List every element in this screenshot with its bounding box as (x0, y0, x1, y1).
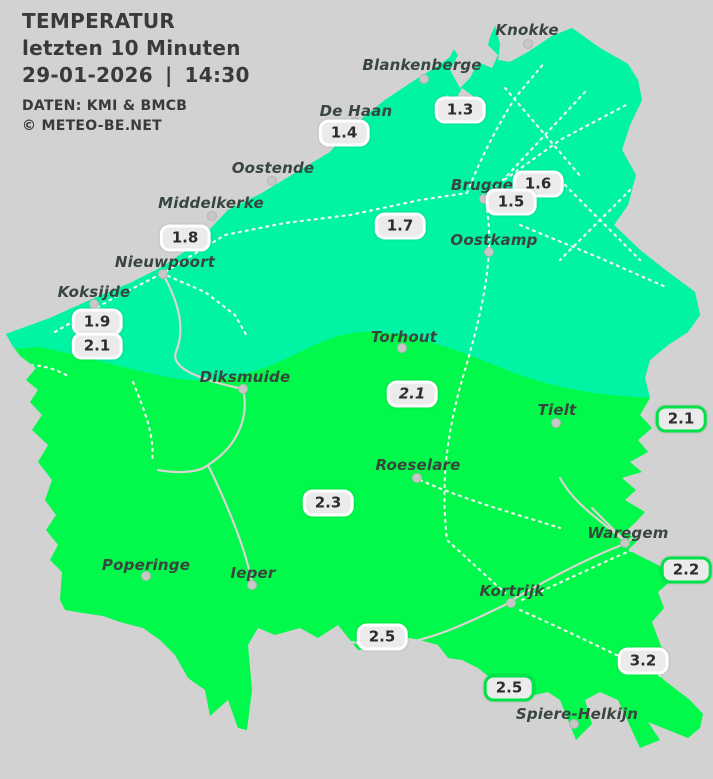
city-label-torhout: Torhout (370, 328, 438, 346)
temp-badge-2-2: 2.2 (660, 556, 712, 584)
city-marker-torhout (397, 343, 407, 353)
city-label-roeselare: Roeselare (375, 456, 461, 474)
city-label-kortrijk: Kortrijk (479, 582, 545, 600)
city-label-spiere-helkijn: Spiere-Helkijn (515, 705, 639, 723)
city-marker-roeselare (412, 473, 422, 483)
city-marker-spiere-helkijn (569, 719, 579, 729)
city-label-tielt: Tielt (537, 401, 577, 419)
city-label-waregem: Waregem (587, 524, 669, 542)
city-marker-knokke (523, 39, 533, 49)
temp-badge-2-1-center: 2.1 (386, 380, 438, 408)
city-marker-blankenberge (419, 74, 429, 84)
city-marker-kortrijk (506, 598, 516, 608)
city-label-blankenberge: Blankenberge (362, 56, 482, 74)
city-marker-oostkamp (484, 247, 494, 257)
temp-badge-2-5-south: 2.5 (483, 674, 535, 702)
time: 14:30 (184, 63, 250, 87)
city-marker-diksmuide (238, 384, 248, 394)
city-marker-ieper (247, 580, 257, 590)
city-label-ieper: Ieper (230, 564, 276, 582)
city-label-de-haan: De Haan (319, 102, 393, 120)
datetime-separator: | (164, 63, 173, 87)
city-marker-nieuwpoort (158, 269, 168, 279)
city-marker-waregem (620, 538, 630, 548)
river-lines (156, 272, 662, 648)
datetime: 29-01-2026 | 14:30 (22, 62, 250, 89)
temp-badge-1-3: 1.3 (434, 96, 486, 124)
city-marker-poperinge (141, 571, 151, 581)
temp-badge-1-8: 1.8 (159, 224, 211, 252)
city-marker-tielt (551, 418, 561, 428)
date: 29-01-2026 (22, 63, 153, 87)
temp-badge-2-1-west: 2.1 (71, 332, 123, 360)
city-label-knokke: Knokke (495, 21, 559, 39)
temp-badge-1-7: 1.7 (374, 212, 426, 240)
temp-badge-2-3: 2.3 (302, 489, 354, 517)
city-label-diksmuide: Diksmuide (199, 368, 291, 386)
city-label-oostende: Oostende (231, 159, 315, 177)
temp-badge-2-5-west: 2.5 (356, 623, 408, 651)
page-subtitle: letzten 10 Minuten (22, 36, 241, 60)
header: TEMPERATUR letzten 10 Minuten 29-01-2026… (22, 8, 250, 136)
city-marker-middelkerke (207, 211, 217, 221)
temp-badge-1-9: 1.9 (71, 308, 123, 336)
temp-badge-3-2: 3.2 (617, 647, 669, 675)
temp-badge-1-5: 1.5 (485, 188, 537, 216)
city-label-middelkerke: Middelkerke (158, 194, 264, 212)
city-label-nieuwpoort: Nieuwpoort (114, 253, 216, 271)
city-label-poperinge: Poperinge (101, 556, 191, 574)
temp-badge-2-1-east: 2.1 (655, 405, 707, 433)
city-marker-oostende (267, 176, 277, 186)
city-label-koksijde: Koksijde (57, 283, 131, 301)
page-title: TEMPERATUR (22, 9, 176, 33)
city-label-oostkamp: Oostkamp (450, 231, 538, 249)
temp-badge-1-6: 1.6 (512, 170, 564, 198)
temp-badge-1-4: 1.4 (318, 119, 370, 147)
data-source: DATEN: KMI & BMCB (22, 98, 188, 114)
copyright: © METEO-BE.NET (22, 118, 163, 134)
